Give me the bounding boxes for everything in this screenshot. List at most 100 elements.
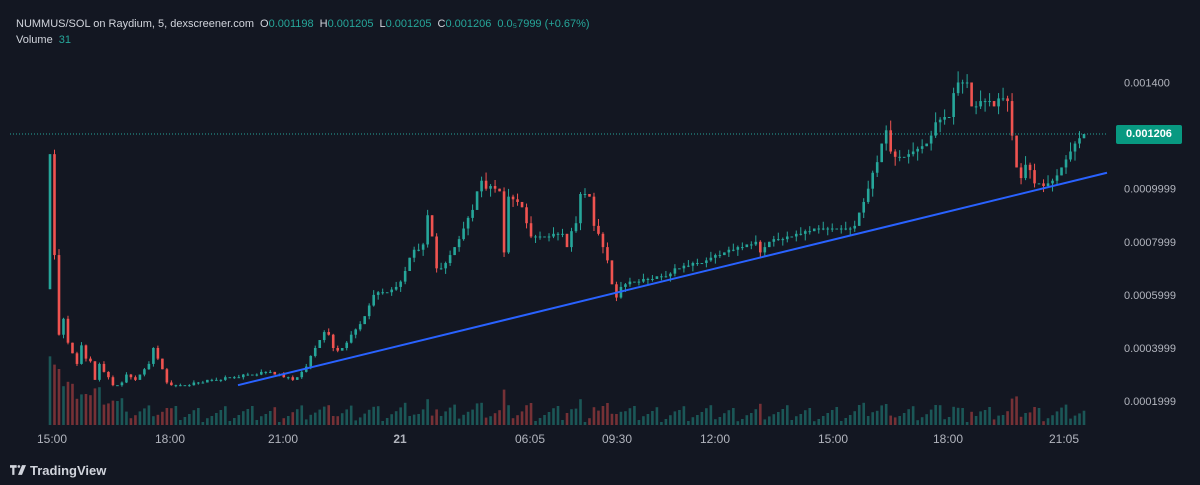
tradingview-brand[interactable]: TradingView bbox=[10, 462, 106, 478]
volume-bar bbox=[974, 416, 978, 425]
volume-bar bbox=[538, 418, 542, 425]
volume-bar bbox=[682, 406, 686, 425]
volume-bar bbox=[1078, 413, 1081, 425]
candle-body bbox=[889, 130, 892, 152]
candle-body bbox=[80, 345, 83, 364]
candle-body bbox=[687, 265, 690, 267]
candle-body bbox=[601, 233, 605, 248]
volume-bar bbox=[417, 414, 420, 425]
volume-bar bbox=[102, 404, 106, 425]
volume-bar bbox=[597, 410, 600, 425]
volume-bar bbox=[745, 415, 749, 425]
candle-body bbox=[165, 369, 169, 383]
candle-body bbox=[183, 385, 187, 387]
candle-body bbox=[1006, 98, 1009, 102]
volume-label[interactable]: Volume bbox=[16, 34, 53, 46]
volume-bar bbox=[170, 408, 173, 425]
price-axis[interactable]: 0.001400 0.0009999 0.0007999 0.0005999 0.000… bbox=[1124, 77, 1176, 408]
candle-body bbox=[1060, 167, 1063, 176]
volume-bar bbox=[246, 409, 250, 425]
volume-bar bbox=[534, 421, 537, 425]
volume-bar bbox=[206, 418, 209, 425]
candle-body bbox=[538, 236, 542, 238]
candle-body bbox=[1046, 183, 1050, 187]
time-tick-label: 18:00 bbox=[933, 432, 963, 446]
candle-body bbox=[848, 228, 852, 230]
volume-bar bbox=[242, 411, 245, 425]
volume-bar bbox=[1060, 407, 1063, 425]
candle-body bbox=[331, 334, 335, 348]
candle-body bbox=[1028, 164, 1032, 171]
time-axis[interactable]: 15:00 18:00 21:00 21 06:05 09:30 12:00 15:00 18:… bbox=[37, 432, 1079, 446]
volume-bar bbox=[129, 418, 133, 425]
price-tick-label: 0.0005999 bbox=[1124, 290, 1176, 302]
candle-body bbox=[642, 278, 645, 282]
candle-body bbox=[1069, 151, 1072, 160]
open-key: O bbox=[260, 18, 269, 30]
candle-body bbox=[439, 268, 443, 270]
volume-bar bbox=[628, 408, 632, 425]
candle-body bbox=[322, 332, 326, 341]
volume-bar bbox=[349, 405, 353, 425]
volume-bar bbox=[754, 409, 758, 425]
trendline[interactable] bbox=[237, 171, 1108, 387]
volume-bar bbox=[947, 417, 951, 425]
time-tick-label: 15:00 bbox=[37, 432, 67, 446]
volume-bar bbox=[592, 407, 596, 425]
candle-body bbox=[1019, 167, 1023, 179]
candle-body bbox=[759, 241, 762, 253]
volume-bar bbox=[574, 408, 578, 425]
volume-bar bbox=[759, 403, 762, 425]
volume-bar bbox=[812, 421, 816, 425]
volume-bar bbox=[426, 399, 429, 425]
volume-bar bbox=[687, 421, 690, 425]
volume-bar bbox=[642, 416, 645, 425]
volume-bar bbox=[345, 409, 349, 425]
candle-body bbox=[174, 385, 178, 387]
volume-bar bbox=[552, 408, 555, 425]
volume-bar bbox=[116, 401, 119, 425]
volume-bar bbox=[75, 398, 79, 425]
candle-body bbox=[853, 225, 857, 229]
volume-bar bbox=[781, 409, 785, 425]
chart-legend: NUMMUS/SOL on Raydium, 5, dexscreener.co… bbox=[16, 17, 590, 47]
candle-body bbox=[902, 156, 906, 158]
candle-body bbox=[62, 318, 65, 335]
candle-body bbox=[120, 382, 124, 386]
volume-bar bbox=[66, 381, 70, 425]
volume-bar bbox=[902, 413, 906, 425]
candle-body bbox=[776, 239, 780, 241]
candle-body bbox=[866, 188, 870, 202]
candle-body bbox=[412, 249, 416, 258]
volume-bar bbox=[866, 416, 870, 425]
candle-body bbox=[89, 358, 92, 362]
close-key: C bbox=[437, 18, 446, 30]
candle-body bbox=[732, 249, 735, 251]
candle-body bbox=[862, 201, 866, 213]
candle-body bbox=[237, 377, 241, 379]
volume-bar bbox=[372, 406, 375, 425]
volume-bar bbox=[583, 422, 587, 425]
volume-bar bbox=[304, 419, 308, 425]
volume-bar bbox=[839, 421, 843, 425]
volume-bar bbox=[412, 414, 416, 425]
volume-bar bbox=[1019, 416, 1023, 425]
candle-body bbox=[1015, 135, 1018, 168]
volume-bar bbox=[161, 411, 164, 425]
volume-bar bbox=[147, 405, 151, 425]
volume-row: Volume 31 bbox=[16, 33, 590, 47]
time-tick-label: 09:30 bbox=[602, 432, 632, 446]
volume-bar bbox=[179, 420, 182, 425]
candle-body bbox=[152, 348, 155, 364]
volume-bar bbox=[273, 407, 277, 425]
volume-bar bbox=[1001, 415, 1005, 425]
volume-bar bbox=[197, 408, 200, 425]
candle-body bbox=[116, 385, 119, 387]
volume-bar bbox=[502, 389, 506, 425]
price-tick-label: 0.0001999 bbox=[1124, 396, 1176, 408]
candle-body bbox=[916, 148, 919, 152]
low-key: L bbox=[379, 18, 386, 30]
candle-body bbox=[313, 348, 317, 356]
symbol-title[interactable]: NUMMUS/SOL on Raydium, 5, dexscreener.co… bbox=[16, 18, 255, 30]
